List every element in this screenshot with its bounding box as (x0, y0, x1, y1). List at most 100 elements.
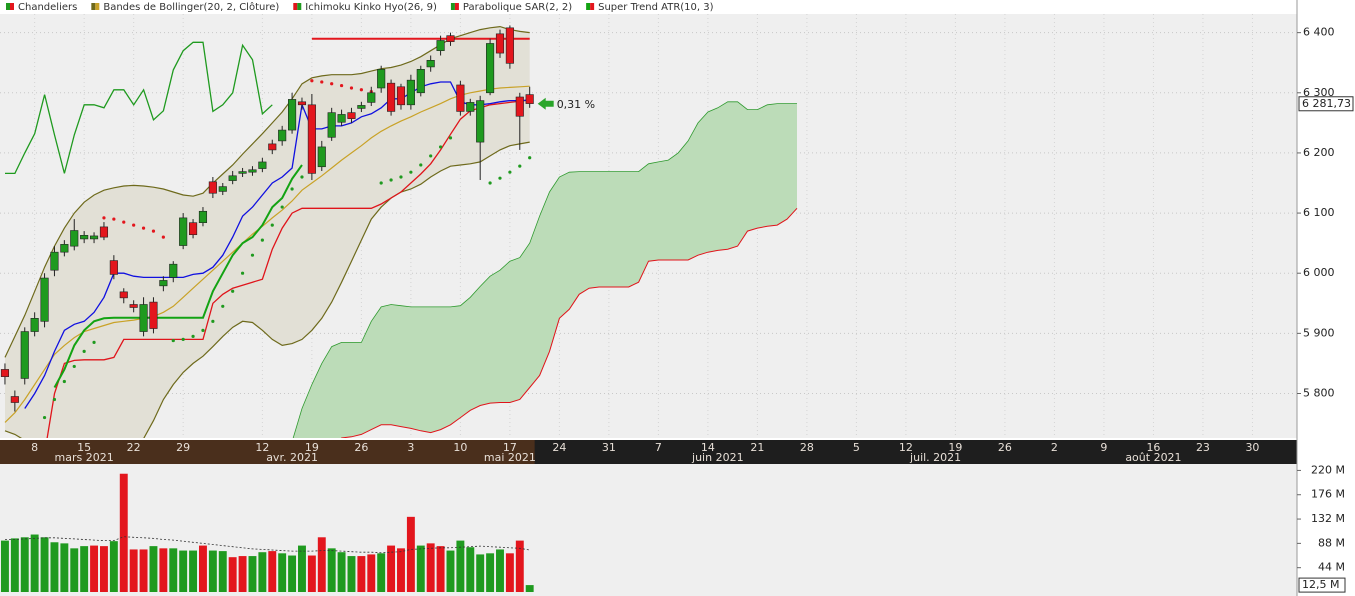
volume-bar (199, 545, 207, 592)
volume-bar (99, 546, 108, 592)
sar-dot (508, 170, 512, 174)
sar-dot (201, 328, 205, 332)
candle-body (70, 230, 79, 247)
candle-body (20, 331, 29, 379)
volume-bar (367, 554, 376, 592)
senkou-b (341, 207, 798, 438)
sar-dot (448, 136, 453, 140)
candle-body (288, 99, 297, 131)
volume-bar (377, 553, 386, 592)
change-arrow (537, 97, 554, 110)
sar-dot (191, 334, 195, 338)
x-tick-label: 19 (305, 441, 319, 454)
candle-body (476, 100, 485, 143)
volume-bar (515, 540, 524, 592)
sar-dot (221, 304, 225, 308)
x-tick-label: 9 (1100, 441, 1107, 454)
sar-dot (518, 164, 522, 168)
candle-body (189, 222, 198, 236)
month-label: mai 2021 (484, 451, 536, 464)
x-tick-label: 30 (1245, 441, 1259, 454)
candle-body (327, 112, 336, 138)
candle-body (456, 84, 465, 112)
volume-bar (387, 545, 396, 592)
candle-body (297, 101, 307, 106)
volume-bar (50, 542, 59, 592)
volume-bar (486, 553, 495, 592)
sar-dot (42, 415, 47, 420)
legend-swatch (454, 3, 459, 10)
volume-bar (169, 548, 178, 592)
legend-label: Parabolique SAR(2, 2) (463, 2, 572, 13)
candle-body (396, 86, 406, 106)
volume-bar (298, 545, 306, 592)
volume-bar (446, 550, 455, 592)
candle-body (129, 304, 138, 308)
sar-dot (310, 79, 314, 83)
candle-body (139, 304, 148, 332)
y-tick-label: 6 400 (1303, 26, 1335, 39)
volume-bar (208, 550, 217, 592)
volume-bar (218, 551, 227, 592)
candle-body (357, 105, 366, 109)
x-tick-label: 21 (750, 441, 764, 454)
candle-body (40, 277, 49, 322)
candle-body (99, 226, 109, 238)
volume-bar (139, 549, 148, 592)
volume-bar (248, 556, 257, 592)
current-price-label: 6 281,73 (1302, 97, 1351, 110)
sar-dot (112, 217, 116, 221)
sar-dot (92, 340, 96, 344)
x-tick-label: 16 (1146, 441, 1160, 454)
candle-body (198, 210, 208, 223)
volume-bar (357, 556, 366, 592)
current-volume-box (1298, 577, 1346, 593)
sar-dot (270, 223, 274, 227)
candle-body (377, 69, 386, 89)
volume-bar (317, 537, 326, 592)
volume-bar (228, 557, 237, 592)
candle-body (337, 114, 346, 123)
legend-swatch (95, 3, 100, 10)
volume-bar (466, 547, 475, 592)
candle-body (525, 94, 534, 104)
y-tick-label: 5 800 (1303, 386, 1335, 399)
volume-bar (119, 473, 128, 592)
current-volume-label: 12,5 M (1302, 578, 1339, 591)
candle-body (10, 396, 19, 403)
candle-body (218, 186, 227, 192)
x-tick-label: 28 (800, 441, 814, 454)
candle-body (495, 33, 505, 54)
x-tick-label: 14 (701, 441, 715, 454)
x-tick-label: 26 (354, 441, 368, 454)
candle-body (515, 96, 524, 117)
candle-body (179, 217, 188, 246)
sar-dot (102, 216, 106, 220)
candle-body (109, 260, 118, 275)
x-tick-label: 12 (899, 441, 913, 454)
candle-body (80, 235, 89, 240)
sar-dot (409, 170, 413, 174)
sar-dot (528, 156, 532, 160)
kijun (46, 99, 530, 438)
x-tick-label: 19 (948, 441, 962, 454)
volume-bar (268, 551, 277, 592)
sar-dot (151, 229, 156, 233)
sar-dot (359, 88, 363, 92)
price-plot (0, 14, 1297, 438)
volume-bar (30, 534, 39, 592)
bollinger-lower (4, 141, 530, 438)
y-tick-label: 6 200 (1303, 146, 1335, 159)
candle-body (208, 181, 217, 194)
volume-bar (525, 585, 534, 592)
sar-dot (240, 271, 245, 275)
volume-bar (90, 545, 99, 592)
sar-dot (82, 349, 86, 353)
y-tick-label: 176 M (1311, 488, 1345, 501)
candle-body (258, 161, 267, 169)
x-tick-label: 8 (31, 441, 38, 454)
volume-bar (10, 538, 19, 592)
candle-body (406, 79, 415, 106)
sar-dot (379, 181, 383, 185)
sar-dot (290, 187, 294, 191)
